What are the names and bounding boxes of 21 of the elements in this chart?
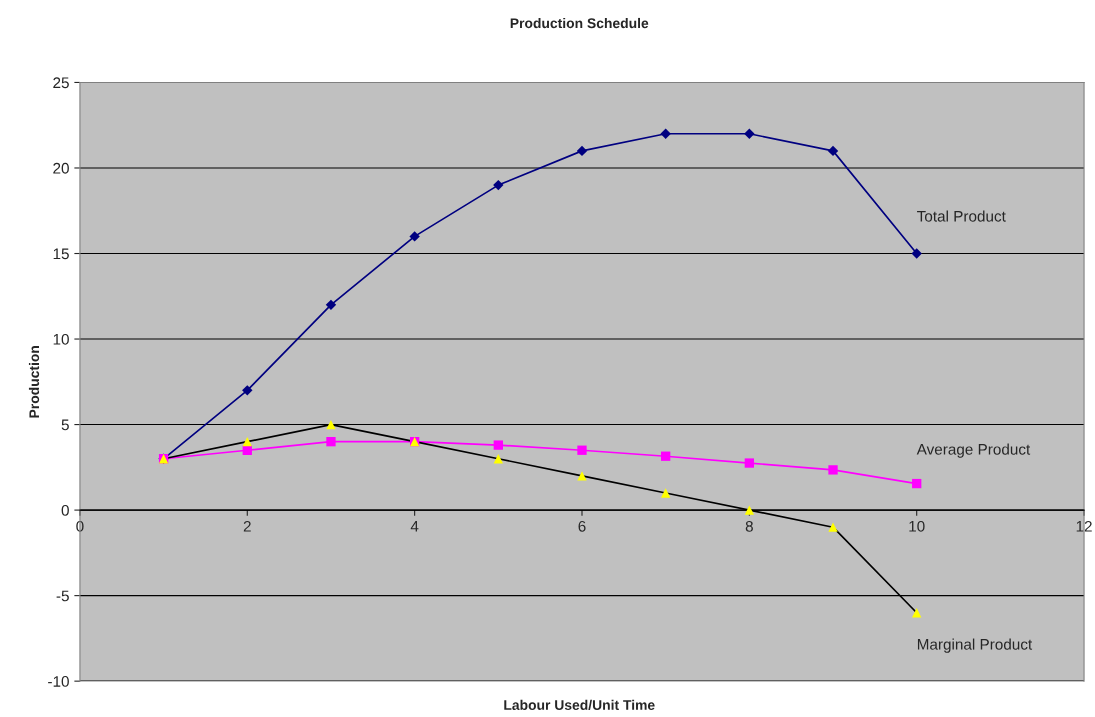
x-tick-label: 8 xyxy=(745,520,753,532)
y-tick-label: -5 xyxy=(56,590,69,602)
y-tick-label: 15 xyxy=(53,248,69,260)
x-tick-label: 6 xyxy=(578,520,586,532)
y-axis-title: Production xyxy=(28,346,40,418)
x-axis-title: Labour Used/Unit Time xyxy=(504,699,655,711)
series-label: Average Product xyxy=(916,443,1031,458)
y-tick-label: 10 xyxy=(53,333,69,345)
x-tick-label: 0 xyxy=(76,520,84,532)
y-tick-label: -10 xyxy=(48,676,69,687)
series-label: Marginal Product xyxy=(917,638,1033,653)
x-tick-label: 4 xyxy=(410,521,419,532)
y-tick-label: 25 xyxy=(53,77,69,89)
chart-title: Production Schedule xyxy=(510,17,649,29)
y-tick-label: 20 xyxy=(53,162,69,174)
x-tick-label: 10 xyxy=(909,520,925,532)
x-tick-label: 2 xyxy=(243,520,251,532)
series-label: Total Product xyxy=(917,210,1006,222)
y-tick-label: 5 xyxy=(61,419,69,431)
y-tick-label: 0 xyxy=(61,504,69,516)
x-tick-label: 12 xyxy=(1076,520,1092,532)
